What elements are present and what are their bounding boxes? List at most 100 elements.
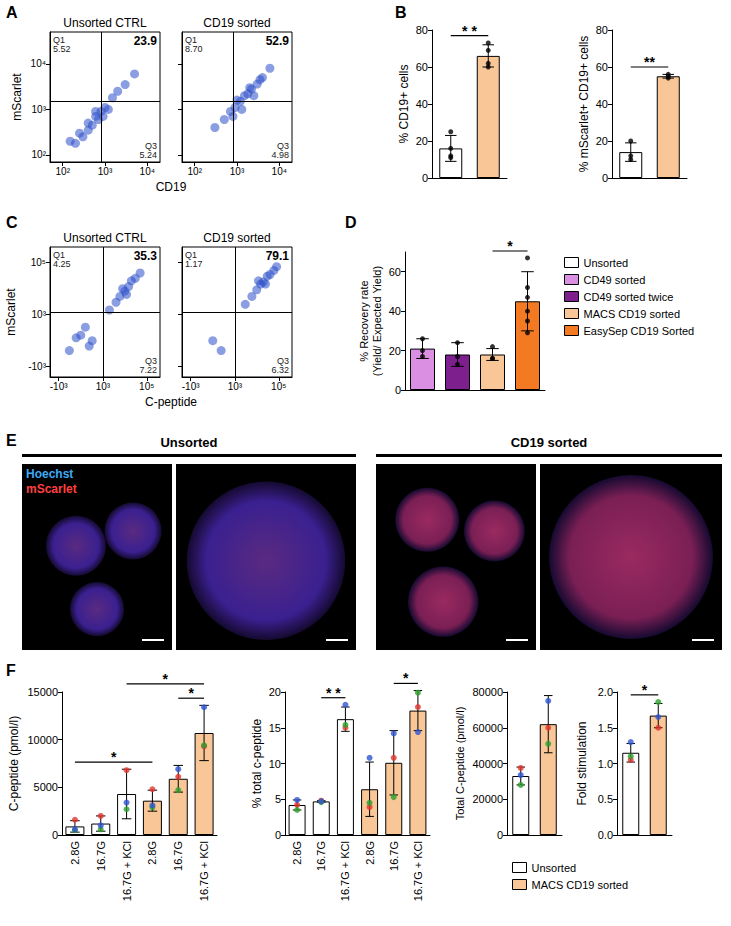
svg-text:60: 60 [416, 61, 428, 73]
svg-text:10²: 10² [187, 166, 202, 177]
svg-text:10³: 10³ [228, 381, 243, 392]
svg-text:5.52: 5.52 [53, 44, 71, 54]
svg-text:2.8G: 2.8G [69, 841, 81, 865]
svg-text:Fold stimulation: Fold stimulation [575, 721, 589, 805]
svg-text:60000: 60000 [472, 722, 503, 734]
svg-text:40: 40 [389, 305, 401, 317]
svg-text:80: 80 [596, 24, 608, 36]
svg-text:0: 0 [497, 829, 503, 841]
svg-text:10000: 10000 [27, 734, 58, 746]
svg-text:16.7G: 16.7G [172, 841, 184, 871]
svg-text:0: 0 [422, 172, 428, 184]
svg-text:0: 0 [275, 829, 281, 841]
svg-text:23.9: 23.9 [134, 34, 158, 48]
svg-text:10³: 10³ [32, 309, 47, 320]
svg-text:% mScarlet+ CD19+ cells: % mScarlet+ CD19+ cells [577, 36, 591, 173]
svg-text:16.7G + KCl: 16.7G + KCl [121, 841, 133, 901]
svg-text:20: 20 [389, 345, 401, 357]
svg-text:C-peptide (pmol/l): C-peptide (pmol/l) [7, 716, 21, 811]
svg-text:*: * [163, 671, 169, 687]
svg-text:*: * [111, 749, 117, 765]
svg-text:5: 5 [275, 793, 281, 805]
svg-text:mScarlet: mScarlet [4, 288, 18, 336]
svg-text:*: * [403, 670, 409, 686]
svg-text:2.8G: 2.8G [146, 841, 158, 865]
svg-text:20000: 20000 [472, 793, 503, 805]
svg-text:2.8G: 2.8G [291, 841, 303, 865]
svg-text:60: 60 [596, 61, 608, 73]
svg-text:Unsorted CTRL: Unsorted CTRL [63, 16, 147, 30]
svg-text:10³: 10³ [96, 381, 111, 392]
svg-text:7.22: 7.22 [139, 365, 157, 375]
svg-text:16.7G: 16.7G [315, 841, 327, 871]
svg-text:Hoechst: Hoechst [26, 467, 73, 481]
svg-text:mScarlet: mScarlet [10, 73, 24, 121]
svg-text:60: 60 [389, 266, 401, 278]
svg-text:E: E [6, 432, 17, 449]
svg-text:MACS CD19 sorted: MACS CD19 sorted [584, 308, 681, 320]
svg-text:40: 40 [416, 98, 428, 110]
svg-text:80000: 80000 [472, 686, 503, 698]
svg-text:4.25: 4.25 [53, 259, 71, 269]
svg-text:16.7G + KCl: 16.7G + KCl [412, 841, 424, 901]
svg-text:CD19 sorted: CD19 sorted [203, 16, 270, 30]
svg-text:-10³: -10³ [50, 381, 68, 392]
svg-text:(Yield/ Expected Yield): (Yield/ Expected Yield) [371, 266, 383, 376]
svg-text:-10³: -10³ [28, 361, 46, 372]
svg-text:16.7G + KCl: 16.7G + KCl [198, 841, 210, 901]
svg-text:4.98: 4.98 [271, 150, 289, 160]
svg-text:10³: 10³ [98, 166, 113, 177]
svg-text:80: 80 [416, 24, 428, 36]
svg-text:* *: * * [326, 685, 341, 701]
svg-text:CD19 sorted: CD19 sorted [203, 231, 270, 245]
svg-text:16.7G: 16.7G [388, 841, 400, 871]
svg-text:52.9: 52.9 [266, 34, 290, 48]
svg-text:2.0: 2.0 [598, 686, 613, 698]
svg-text:35.3: 35.3 [134, 249, 158, 263]
svg-text:F: F [6, 662, 16, 679]
svg-text:10: 10 [269, 758, 281, 770]
svg-text:10³: 10³ [32, 104, 47, 115]
svg-text:10⁴: 10⁴ [31, 58, 46, 69]
svg-text:EasySep CD19 Sorted: EasySep CD19 Sorted [584, 325, 695, 337]
svg-text:B: B [395, 4, 407, 21]
svg-text:Total C-peptide (pmol/l): Total C-peptide (pmol/l) [454, 707, 466, 821]
svg-text:10³: 10³ [230, 166, 245, 177]
svg-text:C: C [6, 214, 18, 231]
svg-text:8.70: 8.70 [185, 44, 203, 54]
svg-text:0: 0 [602, 172, 608, 184]
svg-text:5000: 5000 [34, 781, 58, 793]
svg-text:% total c-peptide: % total c-peptide [250, 718, 264, 808]
svg-text:16.7G + KCl: 16.7G + KCl [339, 841, 351, 901]
svg-text:* *: * * [462, 23, 477, 39]
svg-text:2.8G: 2.8G [364, 841, 376, 865]
svg-text:40000: 40000 [472, 758, 503, 770]
svg-text:10⁴: 10⁴ [140, 166, 155, 177]
svg-text:0: 0 [52, 829, 58, 841]
svg-text:CD49 sorted: CD49 sorted [584, 274, 646, 286]
svg-text:*: * [507, 238, 513, 254]
svg-text:% CD19+ cells: % CD19+ cells [397, 64, 411, 143]
svg-text:10²: 10² [55, 166, 70, 177]
svg-text:15000: 15000 [27, 686, 58, 698]
svg-text:CD49 sorted twice: CD49 sorted twice [584, 291, 674, 303]
svg-text:10²: 10² [32, 149, 47, 160]
svg-text:CD19 sorted: CD19 sorted [511, 435, 588, 450]
svg-text:0: 0 [395, 384, 401, 396]
svg-text:**: ** [644, 54, 655, 70]
svg-text:Unsorted: Unsorted [160, 435, 217, 450]
svg-text:0.5: 0.5 [598, 793, 613, 805]
svg-text:20: 20 [269, 686, 281, 698]
svg-text:A: A [6, 4, 18, 21]
svg-text:Unsorted: Unsorted [532, 862, 577, 874]
svg-text:% Recovery rate: % Recovery rate [358, 280, 370, 361]
svg-text:10⁵: 10⁵ [271, 381, 286, 392]
svg-text:1.0: 1.0 [598, 758, 613, 770]
svg-text:-10³: -10³ [182, 381, 200, 392]
svg-text:20: 20 [416, 135, 428, 147]
svg-text:Unsorted: Unsorted [584, 257, 629, 269]
svg-text:1.17: 1.17 [185, 259, 203, 269]
svg-text:*: * [642, 682, 648, 698]
svg-text:Unsorted CTRL: Unsorted CTRL [63, 231, 147, 245]
svg-text:10⁴: 10⁴ [272, 166, 287, 177]
